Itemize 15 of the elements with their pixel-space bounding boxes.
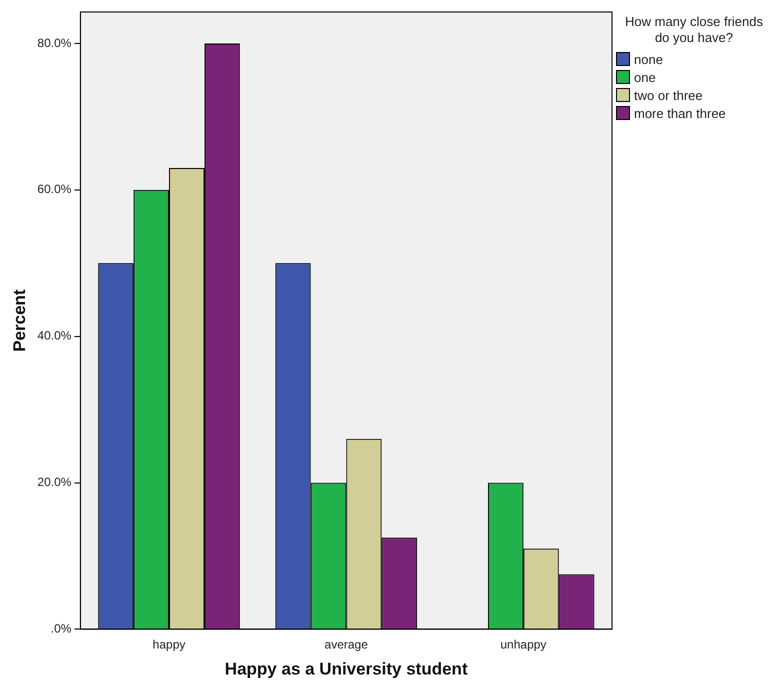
y-axis-title: Percent <box>10 289 29 352</box>
x-tick-label: average <box>324 638 368 652</box>
legend-label: one <box>634 70 656 84</box>
legend-title: How many close friends do you have? <box>624 14 764 46</box>
legend-label: more than three <box>634 106 726 120</box>
legend-label: none <box>634 52 663 66</box>
x-axis-title: Happy as a University student <box>224 659 468 678</box>
y-tick-label: 40.0% <box>37 328 72 343</box>
y-tick-label: 60.0% <box>37 182 72 196</box>
y-tick-label: 80.0% <box>37 36 72 50</box>
legend-label: two or three <box>634 88 703 102</box>
y-tick-label: 20.0% <box>37 475 72 490</box>
x-tick-label: happy <box>152 638 186 652</box>
x-tick-label: unhappy <box>500 638 546 652</box>
y-tick-label: .0% <box>50 622 72 636</box>
